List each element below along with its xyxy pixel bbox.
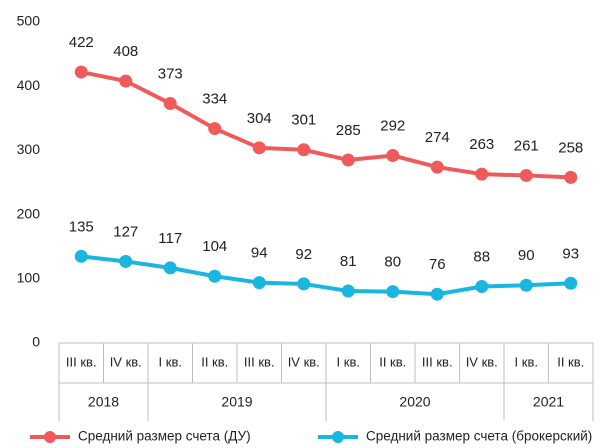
year-label: 2020 <box>399 394 430 410</box>
data-point <box>341 284 355 298</box>
data-label: 90 <box>518 247 535 264</box>
data-point <box>252 141 266 155</box>
data-label: 258 <box>558 139 583 156</box>
y-tick-label: 100 <box>17 270 41 286</box>
data-point <box>252 276 266 290</box>
data-point <box>208 269 222 283</box>
data-label: 263 <box>469 136 494 153</box>
y-tick-label: 400 <box>17 77 41 93</box>
x-tick-label: I кв. <box>515 354 538 369</box>
data-label: 334 <box>202 91 227 108</box>
data-label: 127 <box>113 223 138 240</box>
data-label: 81 <box>340 253 357 270</box>
year-label: 2021 <box>533 394 564 410</box>
data-point <box>386 285 400 299</box>
data-point <box>119 254 133 268</box>
data-label: 285 <box>336 122 361 139</box>
data-label: 408 <box>113 43 138 60</box>
x-tick-label: I кв. <box>159 354 182 369</box>
legend-label: Средний размер счета (ДУ) <box>78 429 251 444</box>
data-label: 104 <box>202 238 227 255</box>
x-tick-label: III кв. <box>244 354 275 369</box>
data-label: 94 <box>251 245 268 262</box>
data-point <box>297 143 311 157</box>
data-label: 304 <box>247 110 272 127</box>
legend-label: Средний размер счета (брокерский) <box>366 429 592 444</box>
legend-marker <box>332 431 344 443</box>
x-tick-label: III кв. <box>66 354 97 369</box>
data-point <box>163 261 177 275</box>
series-line <box>80 70 571 180</box>
data-point <box>475 280 489 294</box>
y-tick-label: 0 <box>32 334 40 350</box>
data-point <box>430 160 444 174</box>
data-label: 301 <box>291 112 316 129</box>
data-point <box>297 277 311 291</box>
data-point <box>74 65 88 79</box>
x-tick-label: III кв. <box>422 354 453 369</box>
data-point <box>119 74 133 88</box>
legend-marker <box>44 431 56 443</box>
x-tick-label: II кв. <box>201 354 228 369</box>
data-label: 88 <box>473 248 490 265</box>
data-label: 80 <box>384 254 401 271</box>
y-tick-label: 200 <box>17 205 41 221</box>
data-label: 274 <box>425 129 450 146</box>
data-point <box>564 276 578 290</box>
data-point <box>163 97 177 111</box>
data-label: 373 <box>158 66 183 83</box>
data-point <box>519 278 533 292</box>
series-line <box>81 254 571 297</box>
data-label: 292 <box>380 118 405 135</box>
x-tick-label: IV кв. <box>110 354 142 369</box>
data-label: 76 <box>429 256 446 273</box>
data-point <box>341 153 355 167</box>
x-tick-label: II кв. <box>379 354 406 369</box>
data-label: 92 <box>295 246 312 263</box>
year-label: 2019 <box>221 394 252 410</box>
data-label: 261 <box>514 137 539 154</box>
y-tick-label: 300 <box>17 141 41 157</box>
data-label: 93 <box>562 245 579 262</box>
x-tick-label: II кв. <box>557 354 584 369</box>
data-point <box>386 149 400 163</box>
data-label: 422 <box>69 34 94 51</box>
x-tick-label: IV кв. <box>288 354 320 369</box>
data-point <box>475 167 489 181</box>
x-tick-label: I кв. <box>337 354 360 369</box>
data-point <box>430 287 444 301</box>
data-point <box>74 249 88 263</box>
data-label: 117 <box>158 230 182 247</box>
data-point <box>519 168 533 182</box>
x-tick-label: IV кв. <box>466 354 498 369</box>
year-label: 2018 <box>88 394 119 410</box>
y-tick-label: 500 <box>17 13 41 29</box>
data-label: 135 <box>69 218 94 235</box>
data-point <box>564 170 578 184</box>
data-point <box>208 122 222 136</box>
